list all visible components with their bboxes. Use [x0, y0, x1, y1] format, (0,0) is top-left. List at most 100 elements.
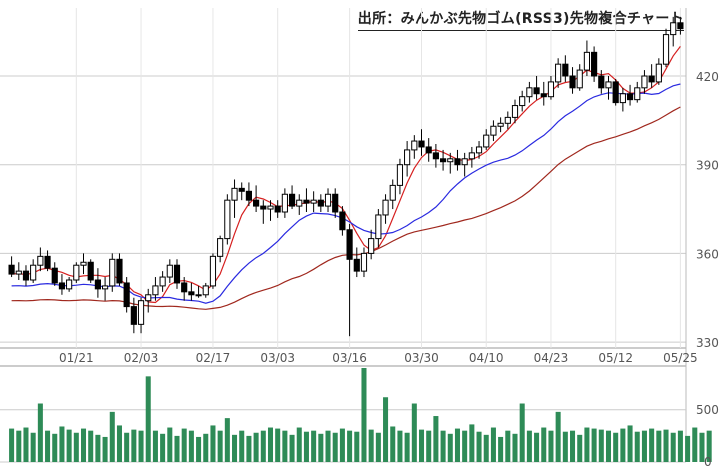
volume-bar — [361, 368, 367, 462]
candle — [526, 81, 533, 103]
candle — [217, 235, 224, 263]
candle-body-up — [619, 93, 626, 104]
candle — [245, 182, 253, 207]
candle — [260, 200, 267, 224]
candle — [44, 250, 51, 272]
candle-body-up — [396, 164, 404, 186]
volume-bar — [512, 433, 518, 462]
volume-bar — [253, 432, 259, 462]
candle-body-down — [353, 258, 360, 272]
candle-body-down — [123, 282, 130, 308]
volume-bar — [37, 403, 43, 462]
volume-bar — [124, 432, 130, 462]
candle — [231, 179, 238, 218]
candle — [641, 70, 648, 94]
candle-body-down — [432, 152, 439, 160]
date-tick-label: 01/21 — [59, 351, 94, 365]
candle — [439, 149, 447, 171]
candle-body-down — [22, 270, 30, 281]
ma-short-line — [11, 46, 681, 304]
candle-body-up — [483, 134, 490, 148]
candle — [274, 200, 281, 218]
candle — [30, 259, 37, 283]
candle-body-up — [217, 238, 224, 257]
candle-body-up — [576, 69, 583, 89]
volume-bar — [656, 430, 662, 462]
volume-bar — [670, 432, 676, 462]
candle — [404, 141, 411, 177]
candle-body-down — [339, 211, 346, 231]
candle-body-down — [94, 279, 101, 290]
volume-bar — [174, 435, 180, 462]
candle — [382, 194, 389, 224]
candle — [547, 76, 555, 100]
volume-bar — [649, 428, 655, 462]
candle-body-up — [80, 261, 87, 266]
candle — [677, 16, 684, 35]
price-tick-label: 330 — [696, 336, 719, 350]
candle — [576, 64, 583, 91]
candle-body-down — [425, 146, 432, 154]
candle — [152, 277, 159, 301]
volume-bar — [404, 432, 410, 462]
volume-bar — [584, 427, 590, 462]
volume-bar — [152, 430, 158, 462]
volume-bar — [418, 429, 425, 462]
candle — [181, 277, 188, 301]
candle-body-up — [166, 264, 173, 278]
volume-bar — [167, 427, 173, 462]
volume-bar — [534, 432, 540, 462]
candle — [468, 146, 475, 168]
candle — [411, 135, 418, 159]
volume-bar — [641, 430, 647, 462]
volume-bar — [469, 424, 475, 462]
candle-body-down — [591, 51, 598, 77]
candle-body-down — [288, 193, 296, 207]
candle — [87, 259, 94, 283]
volume-bar — [699, 432, 705, 462]
candle — [267, 200, 274, 221]
candle — [15, 262, 22, 280]
volume-bar — [109, 411, 115, 462]
candle — [73, 262, 80, 283]
candle — [173, 259, 181, 289]
candle-body-up — [152, 285, 159, 296]
volume-bar — [246, 435, 252, 462]
candle — [368, 229, 375, 260]
volume-bar — [224, 418, 230, 462]
candle-body-down — [332, 193, 339, 213]
date-tick-label: 04/23 — [534, 351, 569, 365]
volume-bar — [440, 430, 446, 462]
candle — [8, 256, 15, 278]
candle-body-down — [181, 282, 188, 293]
volume-bar — [59, 426, 65, 462]
candle-body-down — [677, 22, 684, 30]
candle-body-down — [116, 258, 123, 284]
candle — [483, 129, 490, 150]
candle — [655, 58, 662, 85]
date-axis: 01/21 02/03 02/17 03/03 03/16 03/30 04/10 04/23… — [59, 351, 698, 365]
candle — [159, 271, 166, 292]
volume-bar — [706, 430, 712, 462]
volume-bar — [555, 411, 561, 462]
volume-tick-label: 0 — [704, 455, 712, 467]
candlestick-series — [8, 16, 684, 337]
candle-body-up — [555, 63, 562, 83]
candle — [310, 191, 317, 212]
candle-body-up — [547, 81, 555, 98]
candle — [317, 194, 324, 212]
date-tick-label: 02/03 — [124, 351, 159, 365]
candle-body-down — [260, 205, 267, 210]
date-tick-label: 02/17 — [196, 351, 231, 365]
candle — [648, 64, 655, 88]
candle-body-up — [468, 152, 475, 160]
candle — [37, 247, 44, 272]
candle-body-down — [8, 264, 15, 275]
candle — [303, 188, 310, 212]
candle-body-up — [475, 146, 483, 154]
candle-body-up — [231, 187, 238, 201]
volume-bar — [383, 397, 389, 462]
volume-bar — [519, 403, 525, 462]
volume-bar — [203, 433, 209, 462]
candle-body-up — [634, 87, 641, 101]
